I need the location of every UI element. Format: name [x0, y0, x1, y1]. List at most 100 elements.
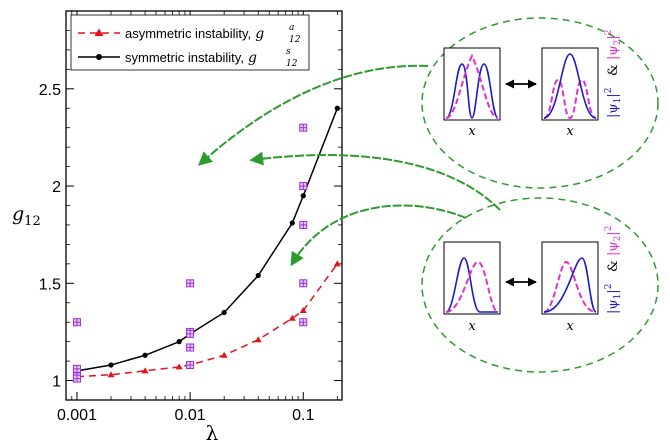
- scatter-point: [186, 343, 195, 352]
- legend-asym-sup: a: [289, 23, 294, 33]
- data-point-sym: [176, 339, 182, 345]
- legend-asym-sym: g: [255, 26, 264, 42]
- data-point-asym: [254, 336, 262, 343]
- inset-bottom-side-psi2: |ψ2|2: [604, 226, 623, 256]
- inset-bottom-left-xlabel: x: [468, 319, 476, 334]
- data-point-sym: [142, 352, 148, 358]
- inset-top-right-psi2: [543, 78, 597, 120]
- data-point-sym: [255, 272, 261, 279]
- inset-ellipse-bottom: [421, 197, 659, 373]
- y-axis-label: g12: [12, 203, 41, 229]
- inset-bottom-psi1-text: |ψ: [606, 299, 621, 314]
- legend-box: [70, 14, 310, 71]
- y-tick-label: 1.5: [39, 276, 61, 293]
- series-line-sym: [76, 107, 339, 372]
- pointer-arrow-bottom: [290, 204, 467, 267]
- inset-bottom-left-psi1: [445, 257, 498, 313]
- inset-top-amp: &: [606, 64, 621, 76]
- inset-bottom-psi2-sup: 2: [604, 226, 614, 232]
- inset-bottom-amp: &: [606, 260, 621, 272]
- series-line-asym: [76, 263, 338, 378]
- legend-asym-text: asymmetric instability,: [125, 26, 251, 41]
- y-tick-label: 2.5: [39, 82, 61, 99]
- inset-group-symmetric: x x |ψ1|2 & |ψ2|2: [421, 17, 659, 189]
- scatter-point: [186, 329, 195, 338]
- inset-top-psi2-text: |ψ: [606, 45, 621, 60]
- legend: asymmetric instability, g a 12 symmetric …: [70, 14, 310, 71]
- inset-top-left-psi2: [445, 53, 499, 119]
- inset-top-psi1-sup: 2: [604, 88, 614, 94]
- legend-sym-text: symmetric instability,: [125, 50, 244, 65]
- data-point-asym: [175, 363, 183, 370]
- inset-top-side-psi2: |ψ2|2: [604, 30, 623, 60]
- scatter-point: [299, 220, 308, 229]
- inset-top-right-xlabel: x: [566, 124, 574, 139]
- scatter-point: [72, 374, 81, 383]
- inset-bottom-side-psi1: |ψ1|2: [604, 284, 623, 314]
- y-axis-label-sub: 12: [24, 214, 41, 229]
- scatter-point: [186, 279, 195, 288]
- data-point-asym: [141, 367, 149, 374]
- scatter-layer: [72, 123, 308, 383]
- inset-top-right-frame: [541, 47, 599, 121]
- data-point-sym: [300, 193, 306, 199]
- pointer-arrow-top: [197, 64, 429, 166]
- inset-top-side-label: |ψ1|2 & |ψ2|2: [604, 30, 623, 118]
- data-point-asym: [107, 371, 115, 378]
- series-layer: [73, 105, 341, 380]
- inset-top-psi1-sub: 1: [613, 98, 623, 104]
- scatter-point: [72, 364, 81, 373]
- y-tick-label: 2: [52, 179, 61, 196]
- x-axis-label: λ: [206, 421, 219, 443]
- data-point-sym: [221, 309, 227, 316]
- inset-bottom-left-psi2: [445, 260, 499, 313]
- inset-top-psi1-text: |ψ: [606, 103, 621, 118]
- inset-top-left-xlabel: x: [468, 124, 476, 139]
- x-tick-label: 0.001: [57, 407, 97, 424]
- y-tick-label: 1: [52, 374, 61, 391]
- data-point-asym: [220, 351, 228, 358]
- scatter-point: [299, 279, 308, 288]
- inset-bottom-side-label: |ψ1|2 & |ψ2|2: [604, 226, 623, 314]
- legend-asym-marker: [94, 28, 104, 36]
- data-point-sym: [108, 362, 114, 368]
- legend-sym-label: symmetric instability, g: [125, 50, 257, 66]
- inset-ellipse-top: [421, 17, 659, 189]
- scatter-point: [72, 318, 81, 327]
- inset-top-psi2-sup: 2: [604, 30, 614, 36]
- inset-bottom-psi2-sub: 2: [613, 236, 623, 242]
- legend-sym-sup: s: [286, 47, 291, 57]
- pointer-arrows: [197, 64, 501, 267]
- inset-bottom-left-frame: [443, 241, 501, 315]
- data-point-sym: [334, 105, 340, 111]
- legend-asym-sub: 12: [289, 35, 301, 45]
- scatter-point: [299, 182, 308, 191]
- legend-sym-sub: 12: [286, 59, 298, 69]
- inset-bottom-psi1-sub: 1: [613, 294, 623, 300]
- scatter-point: [299, 123, 308, 132]
- inset-top-right-psi1: [543, 53, 597, 119]
- x-tick-label: 0.1: [292, 407, 314, 424]
- scatter-point: [299, 318, 308, 327]
- inset-top-left-frame: [443, 47, 501, 121]
- inset-top-psi2-sub: 2: [613, 40, 623, 46]
- data-point-sym: [289, 220, 295, 226]
- y-axis-label-main: g: [12, 203, 24, 225]
- inset-bottom-right-psi1: [543, 257, 597, 313]
- inset-group-asymmetric: x x |ψ1|2 & |ψ2|2: [421, 197, 659, 373]
- data-point-asym: [288, 314, 296, 321]
- inset-bottom-right-psi2: [543, 260, 597, 313]
- inset-bottom-psi2-text: |ψ: [606, 241, 621, 256]
- legend-sym-sym: g: [248, 50, 257, 66]
- inset-bottom-psi1-sup: 2: [604, 284, 614, 290]
- scatter-point: [186, 360, 195, 369]
- inset-top-left-psi1: [445, 63, 499, 119]
- legend-sym-marker: [96, 54, 102, 60]
- data-point-asym: [299, 307, 307, 314]
- legend-asym-label: asymmetric instability, g: [125, 26, 264, 42]
- data-point-asym: [333, 260, 341, 267]
- inset-bottom-right-xlabel: x: [566, 319, 574, 334]
- inset-top-side-psi1: |ψ1|2: [604, 88, 623, 118]
- pointer-arrow-middle: [249, 151, 501, 211]
